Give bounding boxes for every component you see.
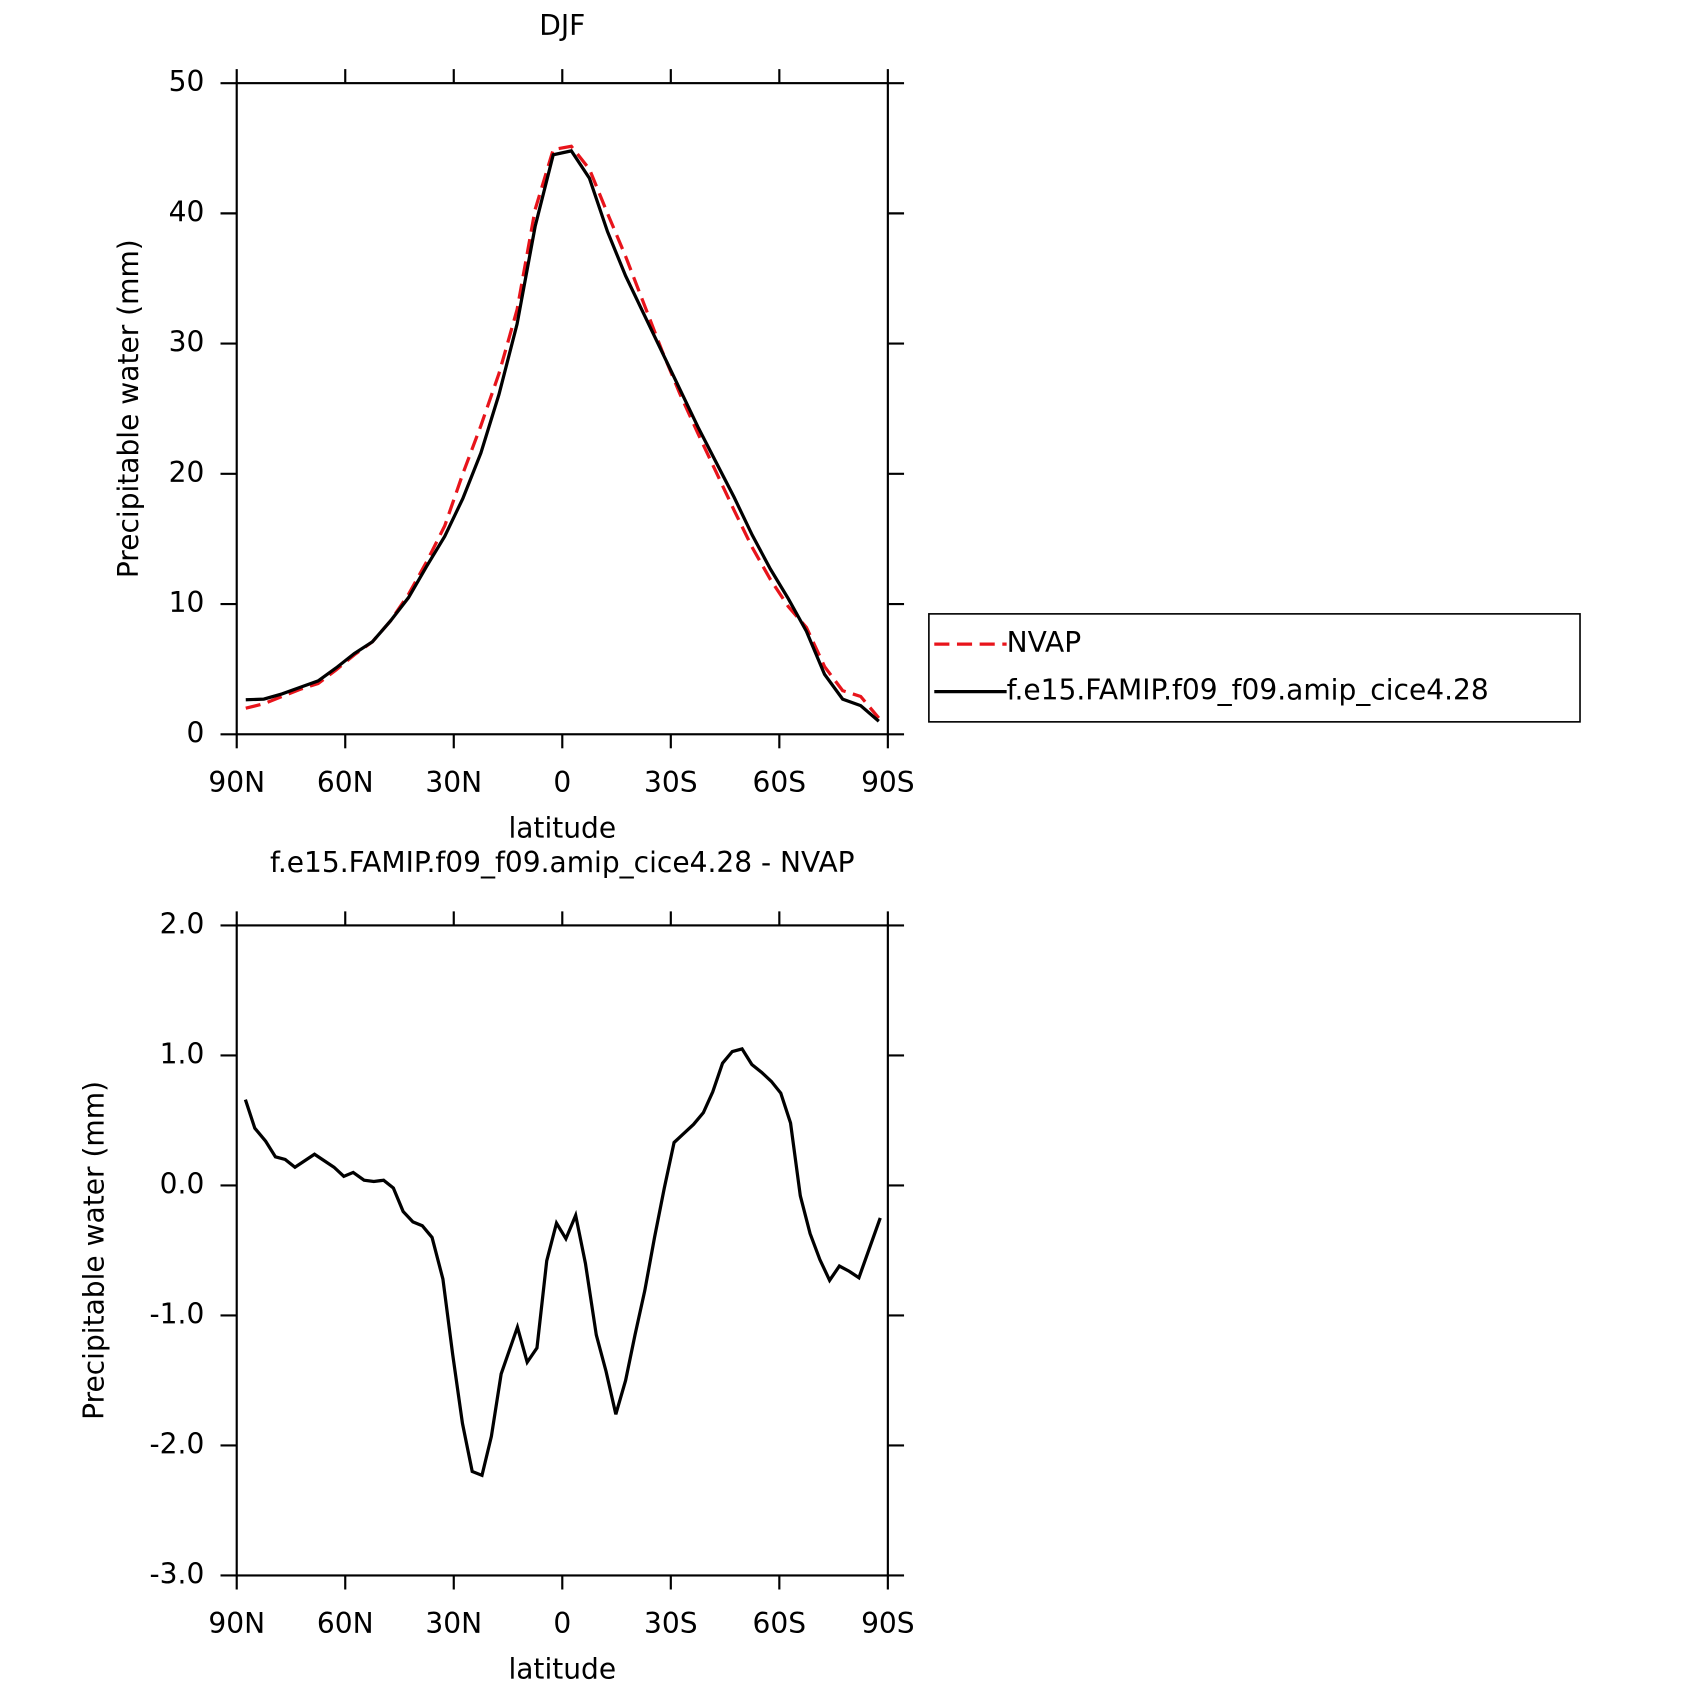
plot-frame bbox=[235, 82, 889, 736]
y-axis-label: Precipitable water (mm) bbox=[112, 239, 145, 578]
x-tick-label: 30N bbox=[425, 1607, 482, 1640]
y-tick-label: 1.0 bbox=[160, 1037, 205, 1070]
y-tick-label: 0.0 bbox=[160, 1167, 205, 1200]
x-tick-label: 90S bbox=[861, 766, 915, 799]
x-tick-label: 90S bbox=[861, 1607, 915, 1640]
y-tick-label: 50 bbox=[169, 65, 205, 98]
y-tick-label: 20 bbox=[169, 456, 205, 489]
x-tick-label: 60N bbox=[317, 766, 374, 799]
y-tick-label: -3.0 bbox=[150, 1557, 205, 1590]
legend-label: NVAP bbox=[1007, 626, 1082, 659]
y-tick-label: 30 bbox=[169, 326, 205, 359]
x-axis-label: latitude bbox=[508, 811, 616, 844]
x-tick-label: 90N bbox=[208, 1607, 265, 1640]
data-line bbox=[245, 144, 881, 720]
y-tick-label: -1.0 bbox=[150, 1297, 205, 1330]
x-tick-label: 30S bbox=[644, 1607, 698, 1640]
x-tick-label: 30N bbox=[425, 766, 482, 799]
x-tick-label: 60S bbox=[753, 766, 807, 799]
x-tick-label: 60N bbox=[317, 1607, 374, 1640]
legend-box bbox=[928, 613, 1581, 723]
chart-title: f.e15.FAMIP.f09_f09.amip_cice4.28 - NVAP bbox=[270, 846, 855, 879]
y-tick-label: 0 bbox=[186, 716, 204, 749]
data-line bbox=[243, 1047, 882, 1478]
x-axis-label: latitude bbox=[508, 1652, 616, 1685]
y-tick-label: 2.0 bbox=[160, 907, 205, 940]
y-axis-label: Precipitable water (mm) bbox=[77, 1081, 110, 1420]
y-tick-label: -2.0 bbox=[150, 1427, 205, 1460]
x-tick-label: 30S bbox=[644, 766, 698, 799]
x-tick-label: 90N bbox=[208, 766, 265, 799]
y-tick-label: 40 bbox=[169, 195, 205, 228]
chart-title: DJF bbox=[539, 9, 585, 42]
x-tick-label: 60S bbox=[753, 1607, 807, 1640]
x-tick-label: 0 bbox=[553, 766, 571, 799]
x-tick-label: 0 bbox=[553, 1607, 571, 1640]
y-tick-label: 10 bbox=[169, 586, 205, 619]
legend-label: f.e15.FAMIP.f09_f09.amip_cice4.28 bbox=[1007, 674, 1489, 707]
data-line bbox=[245, 149, 880, 723]
plot-frame bbox=[235, 924, 889, 1577]
